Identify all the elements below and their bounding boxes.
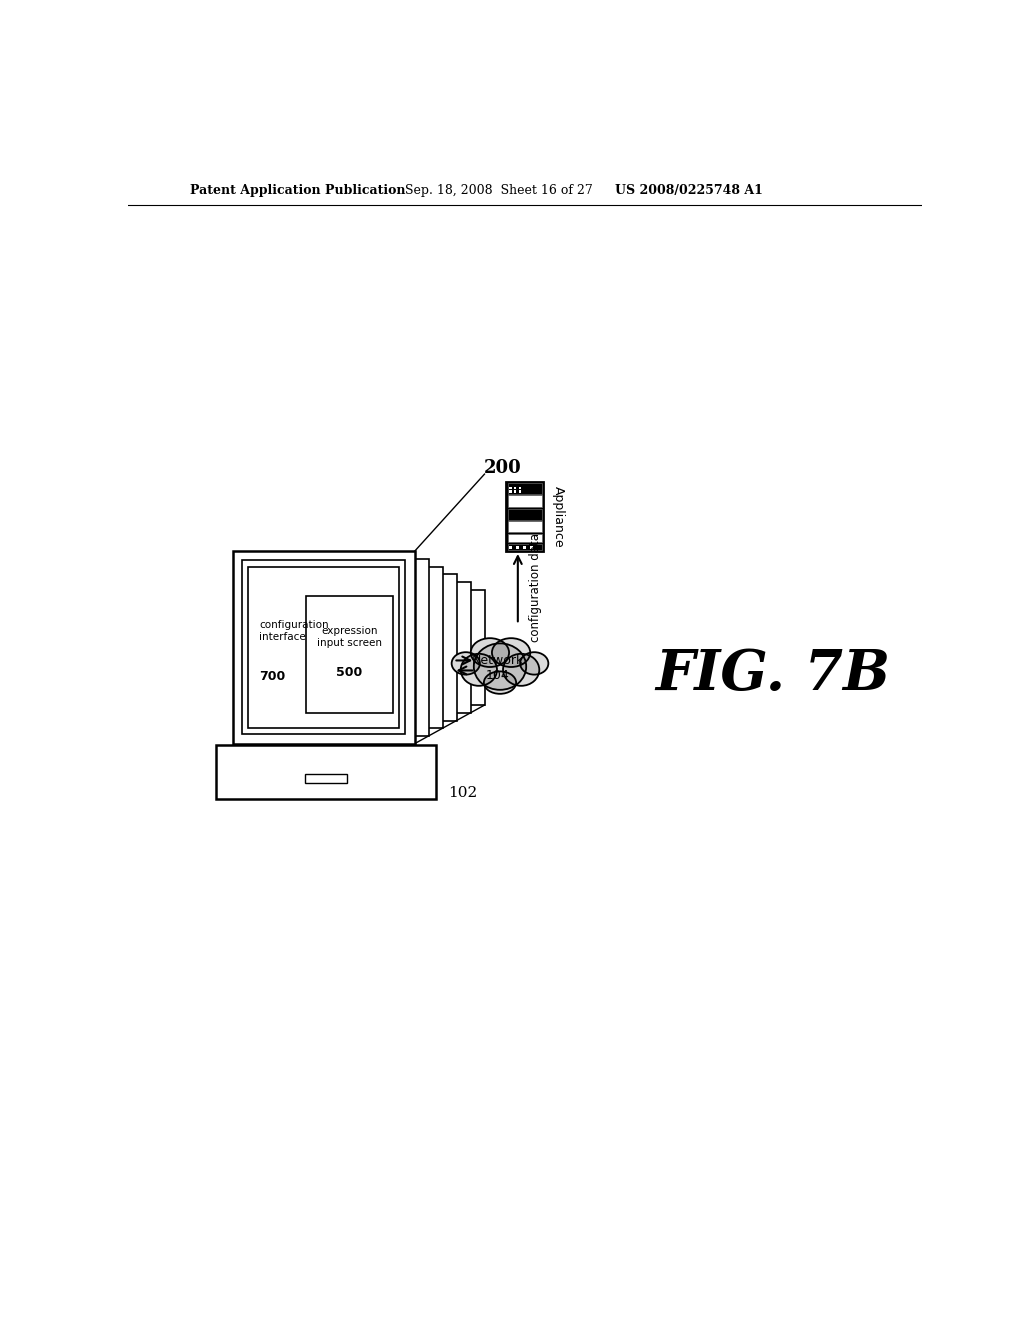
Ellipse shape <box>484 672 516 694</box>
Ellipse shape <box>471 638 509 667</box>
Ellipse shape <box>492 638 530 667</box>
Ellipse shape <box>520 652 549 675</box>
Bar <box>216 744 436 799</box>
Bar <box>514 491 516 492</box>
Bar <box>242 561 406 734</box>
Bar <box>508 495 542 507</box>
Ellipse shape <box>461 653 497 686</box>
Bar <box>248 566 399 729</box>
Bar <box>518 487 521 488</box>
Text: Network: Network <box>471 653 524 667</box>
Ellipse shape <box>452 652 480 675</box>
Bar <box>439 574 457 721</box>
Text: 700: 700 <box>259 671 286 682</box>
Ellipse shape <box>492 638 530 667</box>
Ellipse shape <box>474 643 526 690</box>
Bar <box>454 582 471 713</box>
Ellipse shape <box>503 653 540 686</box>
Bar <box>508 533 542 543</box>
Text: 102: 102 <box>449 785 477 800</box>
Bar <box>516 546 518 549</box>
Text: configuration
interface: configuration interface <box>259 620 329 642</box>
Ellipse shape <box>484 672 516 694</box>
Ellipse shape <box>471 638 509 667</box>
Ellipse shape <box>503 653 540 686</box>
Text: 200: 200 <box>483 459 521 477</box>
Bar <box>508 510 542 520</box>
Bar <box>305 597 393 713</box>
Bar <box>467 590 484 705</box>
Text: configuration data: configuration data <box>529 533 543 642</box>
Bar <box>530 546 532 549</box>
Text: 500: 500 <box>336 665 362 678</box>
Ellipse shape <box>474 643 526 690</box>
Bar <box>523 546 525 549</box>
Bar <box>509 546 512 549</box>
Bar <box>426 566 442 729</box>
Text: expression
input screen: expression input screen <box>316 626 382 648</box>
Text: US 2008/0225748 A1: US 2008/0225748 A1 <box>614 185 763 197</box>
Bar <box>509 491 512 492</box>
Bar <box>506 482 544 552</box>
Bar <box>509 487 512 488</box>
Text: Appliance: Appliance <box>552 486 565 548</box>
Bar <box>412 558 429 737</box>
Text: 104: 104 <box>485 669 510 682</box>
Text: Patent Application Publication: Patent Application Publication <box>190 185 406 197</box>
Ellipse shape <box>461 653 497 686</box>
Bar <box>508 483 542 494</box>
Bar <box>508 544 542 550</box>
Ellipse shape <box>452 652 480 675</box>
Bar <box>232 552 415 743</box>
Text: Sep. 18, 2008  Sheet 16 of 27: Sep. 18, 2008 Sheet 16 of 27 <box>406 185 593 197</box>
Text: FIG. 7B: FIG. 7B <box>655 647 890 702</box>
Bar <box>514 487 516 488</box>
Bar <box>508 521 542 532</box>
Ellipse shape <box>520 652 549 675</box>
Bar <box>305 774 347 783</box>
Bar <box>518 491 521 492</box>
